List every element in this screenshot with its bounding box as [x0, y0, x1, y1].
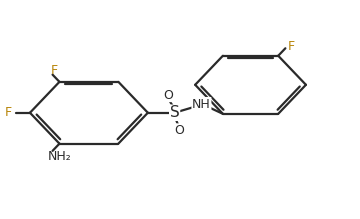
Text: S: S — [170, 105, 180, 120]
Text: NH: NH — [192, 98, 211, 111]
Text: O: O — [174, 124, 184, 137]
Text: F: F — [51, 64, 58, 77]
Text: O: O — [163, 88, 173, 102]
Text: NH₂: NH₂ — [48, 150, 72, 163]
Text: F: F — [288, 40, 295, 53]
Text: F: F — [5, 106, 12, 119]
